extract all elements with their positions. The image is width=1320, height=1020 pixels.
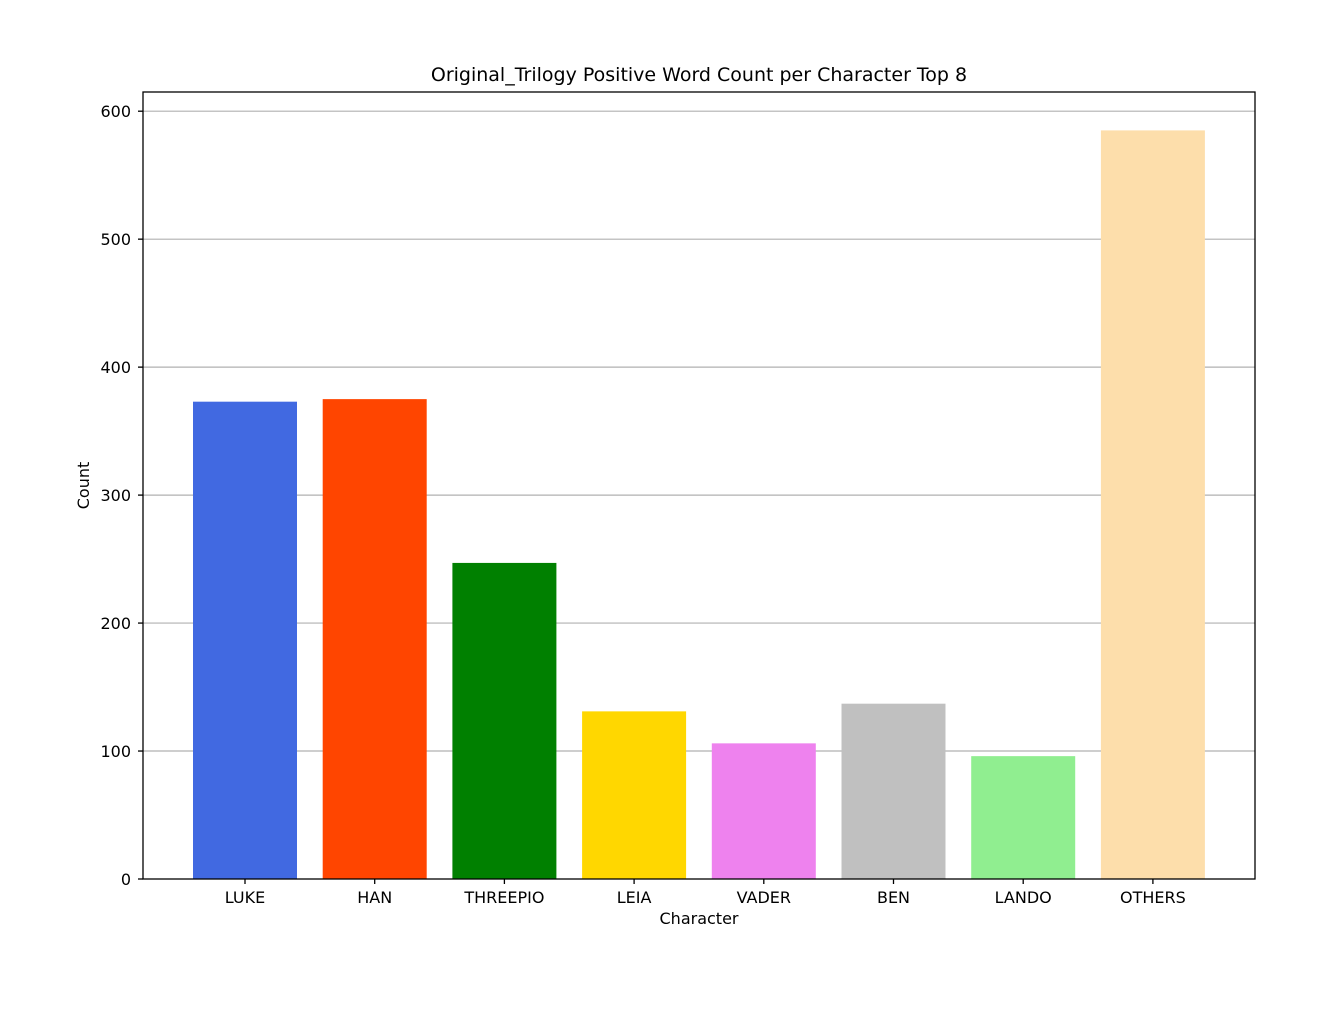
x-tick-label: LEIA: [617, 888, 652, 907]
x-tick-label: BEN: [877, 888, 910, 907]
bars: [193, 130, 1205, 879]
x-axis-ticks: LUKE HAN THREEPIO LEIA VADER BEN LANDO OTHERS: [225, 879, 1186, 907]
y-axis-label: Count: [74, 462, 93, 510]
y-tick-label: 200: [100, 614, 131, 633]
bar-lando: [971, 756, 1076, 879]
plot-frame: [142, 91, 1256, 880]
chart-title: Original_Trilogy Positive Word Count per…: [431, 64, 967, 86]
x-tick-label: OTHERS: [1120, 888, 1186, 907]
bar-ben: [841, 703, 946, 879]
y-tick-label: 0: [121, 870, 131, 889]
bar-threepio: [452, 562, 557, 879]
x-tick-label: VADER: [737, 888, 791, 907]
y-tick-label: 600: [100, 102, 131, 121]
x-tick-label: THREEPIO: [463, 888, 544, 907]
x-tick-label: LUKE: [225, 888, 265, 907]
y-tick-label: 100: [100, 742, 131, 761]
bar-others: [1100, 130, 1205, 879]
x-tick-label: LANDO: [995, 888, 1052, 907]
x-axis-label: Character: [660, 909, 739, 928]
bar-vader: [711, 743, 816, 879]
y-axis-ticks: 0 100 200 300 400 500 600: [100, 102, 143, 889]
bar-han: [322, 399, 427, 879]
y-tick-label: 300: [100, 486, 131, 505]
y-tick-label: 400: [100, 358, 131, 377]
x-tick-label: HAN: [357, 888, 392, 907]
bar-luke: [193, 401, 297, 879]
y-tick-label: 500: [100, 230, 131, 249]
bar-leia: [582, 711, 687, 879]
